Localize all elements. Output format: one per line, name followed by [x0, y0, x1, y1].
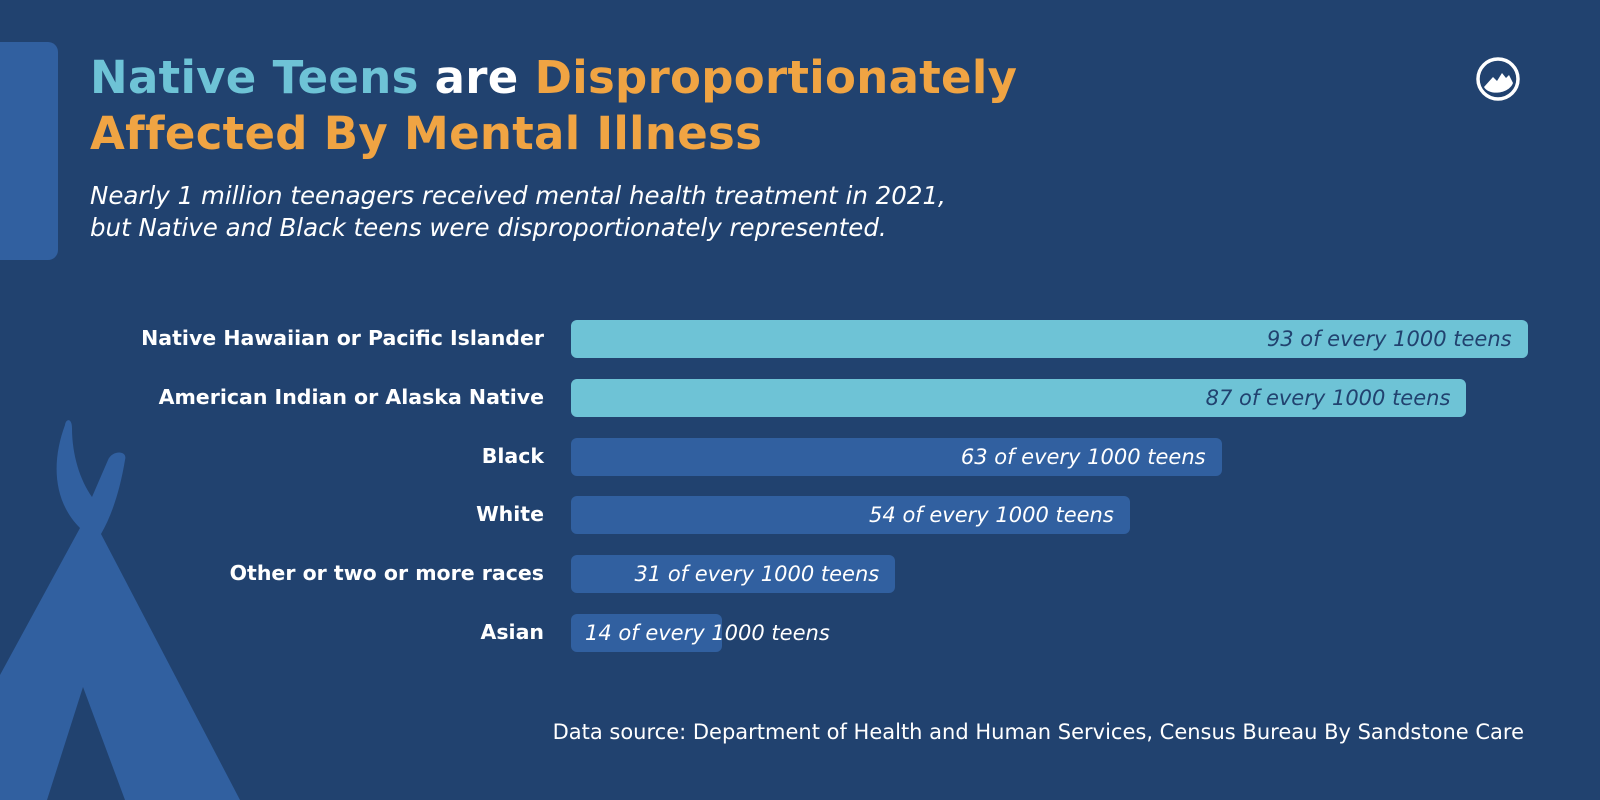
title-highlight-disproportionately: Disproportionately: [534, 51, 1018, 104]
bar: [571, 320, 1528, 358]
sandstone-logo-icon: [1476, 57, 1520, 101]
teepee-icon: [0, 420, 240, 800]
page-title: Native Teens are Disproportionately Affec…: [90, 50, 1017, 162]
category-label: Asian: [480, 620, 544, 644]
category-label: Native Hawaiian or Pacific Islander: [141, 326, 544, 350]
decorative-tab: [0, 42, 58, 260]
value-label: 87 of every 1000 teens: [1205, 385, 1451, 410]
category-label: Black: [481, 443, 544, 468]
data-source: Data source: Department of Health and Hu…: [552, 720, 1524, 744]
value-label: 54 of every 1000 teens: [869, 503, 1114, 528]
value-label: 31 of every 1000 teens: [634, 562, 880, 587]
title-line2: Affected By Mental Illness: [90, 107, 763, 160]
value-label: 63 of every 1000 teens: [960, 444, 1206, 469]
value-label: 93 of every 1000 teens: [1266, 327, 1512, 351]
title-are: are: [434, 51, 519, 104]
bar: [571, 378, 1467, 417]
bar: [571, 496, 1130, 535]
title-highlight-native-teens: Native Teens: [90, 51, 419, 104]
category-label: American Indian or Alaska Native: [158, 384, 544, 409]
bar: [571, 614, 722, 652]
subtitle-line2: but Native and Black teens were dispropo…: [90, 213, 887, 242]
category-label: Other or two or more races: [229, 561, 544, 586]
subtitle: Nearly 1 million teenagers received ment…: [90, 180, 946, 244]
category-label: White: [476, 502, 544, 527]
bar: [571, 437, 1222, 476]
value-label: 14 of every 1000 teens: [585, 621, 830, 645]
subtitle-line1: Nearly 1 million teenagers received ment…: [90, 181, 946, 210]
bar: [571, 555, 896, 594]
